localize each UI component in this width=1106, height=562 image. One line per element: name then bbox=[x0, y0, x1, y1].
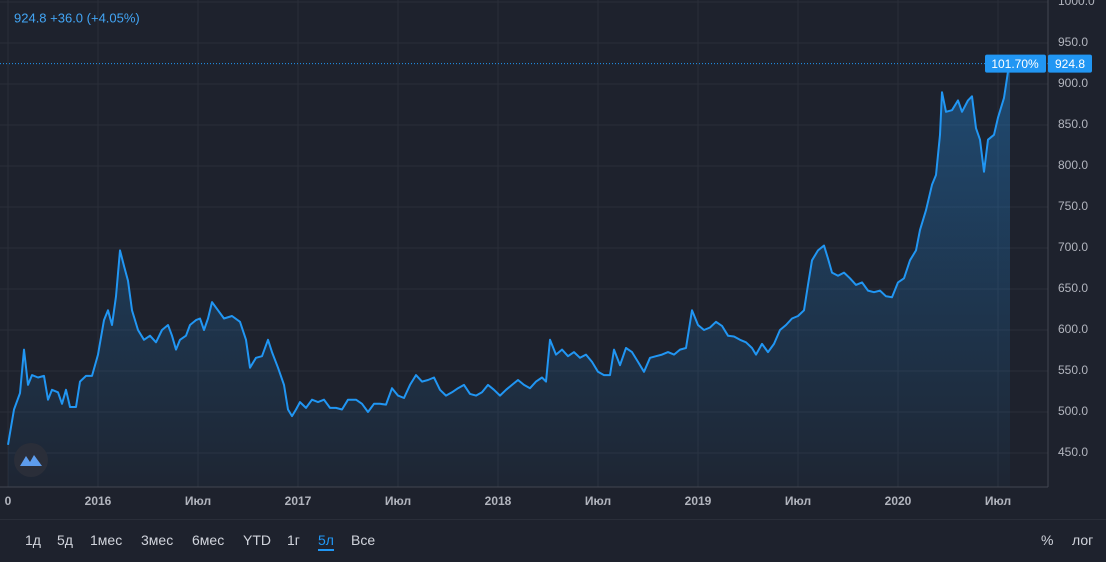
x-tick-label: 2020 bbox=[885, 494, 912, 508]
y-tick-label: 950.0 bbox=[1058, 35, 1088, 49]
x-tick-label: Июл bbox=[185, 494, 211, 508]
x-tick-label: 2019 bbox=[685, 494, 712, 508]
range-button[interactable]: Все bbox=[351, 532, 376, 548]
x-tick-label: Июл bbox=[785, 494, 811, 508]
change-tag bbox=[985, 54, 1046, 73]
y-tick-label: 500.0 bbox=[1058, 404, 1088, 418]
price-tag-label: 924.8 bbox=[1055, 57, 1085, 71]
marks bbox=[0, 63, 1048, 487]
area-fill bbox=[8, 63, 1010, 487]
x-tick-label: 2017 bbox=[285, 494, 312, 508]
y-tick-label: 550.0 bbox=[1058, 363, 1088, 377]
y-tick-label: 450.0 bbox=[1058, 445, 1088, 459]
price-line bbox=[7, 63, 1011, 445]
percent-toggle[interactable]: % bbox=[1041, 532, 1054, 548]
log-toggle[interactable]: лог bbox=[1072, 532, 1094, 548]
x-tick-label: Июл bbox=[585, 494, 611, 508]
range-button[interactable]: 5д bbox=[57, 532, 73, 548]
logo bbox=[14, 443, 48, 477]
price-tag bbox=[1048, 54, 1092, 73]
x-tick-label: Июл bbox=[985, 494, 1011, 508]
range-button[interactable]: YTD bbox=[243, 532, 271, 548]
legend: 924.8 +36.0 (+4.05%) bbox=[14, 10, 140, 25]
range-button[interactable]: 1г bbox=[287, 532, 300, 548]
change-tag-label: 101.70% bbox=[991, 57, 1039, 71]
y-tick-label: 750.0 bbox=[1058, 199, 1088, 213]
y-tick-label: 650.0 bbox=[1058, 281, 1088, 295]
range-button[interactable]: 3мес bbox=[141, 532, 174, 548]
range-button[interactable]: 1д bbox=[25, 532, 41, 548]
x-tick-label: 2016 bbox=[85, 494, 112, 508]
y-tick-label: 850.0 bbox=[1058, 117, 1088, 131]
x-tick-label: Июл bbox=[385, 494, 411, 508]
y-tick-label: 600.0 bbox=[1058, 322, 1088, 336]
range-button[interactable]: 5л bbox=[318, 532, 334, 551]
toolbar: 1д 5д 1мес 3мес 6мес YTD 1г 5л Все% лог bbox=[0, 519, 1106, 562]
y-tick-label: 900.0 bbox=[1058, 76, 1088, 90]
x-tick-label: 0 bbox=[5, 494, 12, 508]
range-button[interactable]: 1мес bbox=[90, 532, 123, 548]
chart: 924.8 +36.0 (+4.05%) 450.0 500.0 550.0 600.… bbox=[0, 0, 1095, 508]
range-button[interactable]: 6мес bbox=[192, 532, 225, 548]
y-tick-label: 700.0 bbox=[1058, 240, 1088, 254]
y-tick-label: 800.0 bbox=[1058, 158, 1088, 172]
x-tick-label: 2018 bbox=[485, 494, 512, 508]
y-tick-label: 1000.0 bbox=[1058, 0, 1095, 8]
